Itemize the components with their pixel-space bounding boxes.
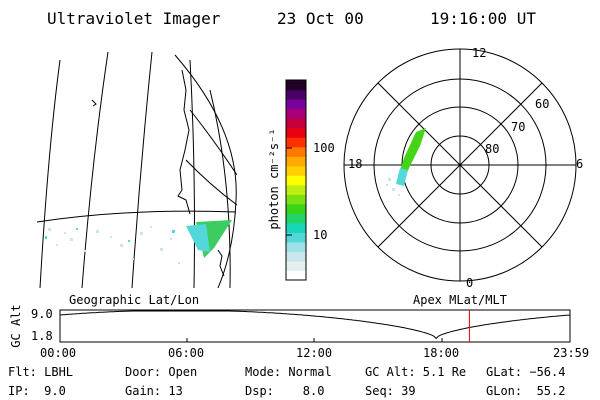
colorbar-swatch [286,127,306,138]
polar-label-18: 18 [348,157,363,171]
info-mode: Mode: Normal [245,365,332,379]
colorbar-swatch [286,80,306,91]
colorbar-swatch [286,184,306,195]
colorbar-swatch [286,146,306,157]
colorbar-gradient [286,80,306,281]
colorbar-swatch [286,241,306,253]
orbit-ylabel: GC Alt [9,304,23,348]
right-projection-label: Apex MLat/MLT [413,293,507,307]
orbit-ytick-max: 9.0 [31,307,53,321]
polar-lat-60: 60 [535,97,550,111]
colorbar-swatch [286,260,306,272]
info-filter: Flt: LBHL [8,365,74,379]
info-ip: IP: 9.0 [8,384,66,398]
polar-label-0: 0 [466,276,474,290]
colorbar-swatch [286,270,306,281]
colorbar-swatch [286,203,306,214]
colorbar-swatch [286,251,306,262]
altitude-curve [59,310,571,340]
colorbar-swatch [286,213,306,224]
instrument-title: Ultraviolet Imager [47,9,221,28]
colorbar-swatch [286,156,306,167]
polar-lat-70: 70 [511,120,526,134]
orbit-ytick-min: 1.8 [31,329,53,343]
colorbar-swatch [286,89,306,100]
image-time: 19:16:00 UT [430,9,536,28]
info-glon: GLon: 55.2 [486,384,566,398]
info-glat: GLat: −56.4 [486,365,566,379]
left-projection-label: Geographic Lat/Lon [69,293,200,307]
colorbar-swatch [286,99,306,110]
orbit-xtick-1: 06:00 [168,346,205,360]
colorbar-swatch [286,118,306,129]
info-door: Door: Open [125,365,198,379]
colorbar-swatch [286,232,306,243]
polar-label-12: 12 [472,46,487,60]
colorbar-swatch [286,194,306,205]
colorbar-swatch [286,108,306,119]
orbit-xtick-2: 12:00 [296,346,333,360]
orbit-xtick-3: 18:00 [423,346,460,360]
colorbar-swatch [286,165,306,176]
image-date: 23 Oct 00 [277,9,364,28]
colorbar-swatch [286,175,306,186]
info-gc-alt: GC Alt: 5.1 Re [365,365,467,379]
polar-label-6: 6 [576,157,584,171]
colorbar-swatch [286,222,306,233]
colorbar-label-100: 100 [313,141,335,155]
info-dsp: Dsp: 8.0 [245,384,325,398]
orbit-xtick-4: 23:59 [553,346,590,360]
info-gain: Gain: 13 [125,384,183,398]
info-seq: Seq: 39 [365,384,416,398]
aurora-oval [398,128,426,180]
colorbar-swatch [286,137,306,148]
orbit-xtick-0: 00:00 [40,346,77,360]
polar-lat-80: 80 [485,142,500,156]
colorbar-label-10: 10 [313,228,328,242]
